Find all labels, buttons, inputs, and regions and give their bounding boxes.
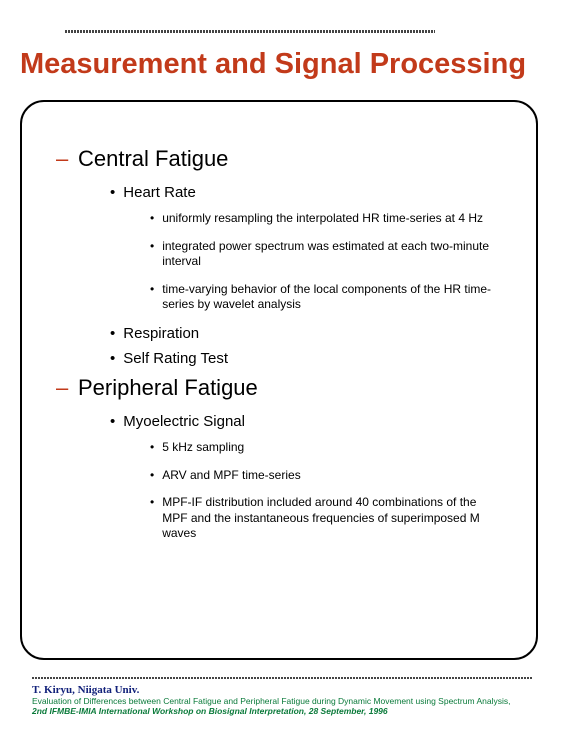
dash-bullet: – bbox=[56, 146, 68, 172]
list-subitem: • time-varying behavior of the local com… bbox=[150, 282, 506, 313]
dot-bullet: • bbox=[150, 282, 154, 298]
section-central-fatigue: – Central Fatigue • Heart Rate • uniform… bbox=[52, 146, 506, 367]
list-subitem: • MPF-IF distribution included around 40… bbox=[150, 495, 506, 542]
footer-event: 2nd IFMBE-IMIA International Workshop on… bbox=[32, 706, 537, 716]
subitem-text: 5 kHz sampling bbox=[162, 440, 244, 456]
footer: T. Kiryu, Niigata Univ. Evaluation of Di… bbox=[32, 684, 537, 716]
list-subitem: • integrated power spectrum was estimate… bbox=[150, 239, 506, 270]
dash-bullet: – bbox=[56, 375, 68, 401]
subitem-text: ARV and MPF time-series bbox=[162, 468, 301, 484]
list-subitem: • uniformly resampling the interpolated … bbox=[150, 211, 506, 227]
dot-bullet: • bbox=[110, 326, 115, 341]
list-subitem: • 5 kHz sampling bbox=[150, 440, 506, 456]
subitem-text: uniformly resampling the interpolated HR… bbox=[162, 211, 483, 227]
dot-bullet: • bbox=[150, 211, 154, 227]
dot-bullet: • bbox=[150, 239, 154, 255]
list-item: • Myoelectric Signal bbox=[110, 413, 506, 430]
footer-subtitle: Evaluation of Differences between Centra… bbox=[32, 696, 537, 706]
list-item: • Self Rating Test bbox=[110, 350, 506, 367]
dot-bullet: • bbox=[110, 185, 115, 200]
section-heading-row: – Peripheral Fatigue bbox=[56, 375, 506, 401]
section-heading: Central Fatigue bbox=[78, 146, 228, 172]
dot-bullet: • bbox=[150, 495, 154, 511]
item-label: Myoelectric Signal bbox=[123, 413, 245, 430]
item-label: Respiration bbox=[123, 325, 199, 342]
dot-bullet: • bbox=[110, 351, 115, 366]
section-heading: Peripheral Fatigue bbox=[78, 375, 258, 401]
top-divider bbox=[65, 30, 435, 33]
section-heading-row: – Central Fatigue bbox=[56, 146, 506, 172]
list-subitem: • ARV and MPF time-series bbox=[150, 468, 506, 484]
item-label: Heart Rate bbox=[123, 184, 196, 201]
dot-bullet: • bbox=[150, 468, 154, 484]
dot-bullet: • bbox=[150, 440, 154, 456]
page-title: Measurement and Signal Processing bbox=[20, 48, 546, 81]
subitem-text: integrated power spectrum was estimated … bbox=[162, 239, 502, 270]
footer-author: T. Kiryu, Niigata Univ. bbox=[32, 684, 537, 696]
bottom-divider bbox=[32, 677, 532, 679]
section-peripheral-fatigue: – Peripheral Fatigue • Myoelectric Signa… bbox=[52, 375, 506, 542]
item-label: Self Rating Test bbox=[123, 350, 228, 367]
subitem-text: MPF-IF distribution included around 40 c… bbox=[162, 495, 502, 542]
content-box: – Central Fatigue • Heart Rate • uniform… bbox=[20, 100, 538, 660]
subitem-text: time-varying behavior of the local compo… bbox=[162, 282, 502, 313]
list-item: • Heart Rate bbox=[110, 184, 506, 201]
list-item: • Respiration bbox=[110, 325, 506, 342]
dot-bullet: • bbox=[110, 414, 115, 429]
